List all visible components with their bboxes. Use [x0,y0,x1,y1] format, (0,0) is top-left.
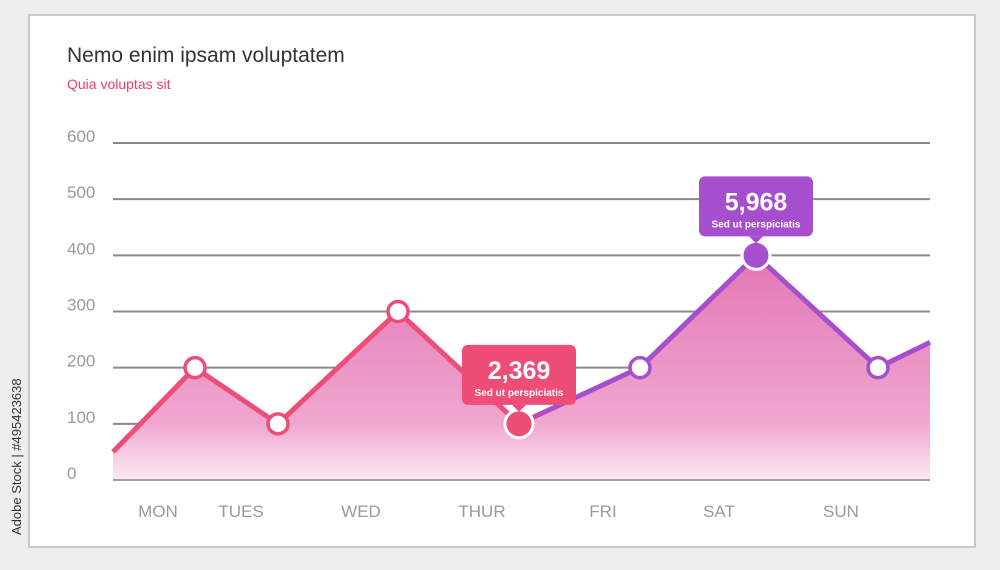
callout: 5,968 Sed ut perspiciatis [699,176,813,244]
chart-title: Nemo enim ipsam voluptatem [67,44,345,67]
area-fill [113,255,930,480]
stock-id-watermark: Adobe Stock | #495423638 [9,378,24,535]
callout-caption: Sed ut perspiciatis [712,219,801,230]
y-tick-label: 400 [67,239,95,258]
callout-value: 2,369 [488,357,551,385]
highlight-point [740,239,772,271]
x-tick-label: MON [138,502,178,521]
callout-caption: Sed ut perspiciatis [475,388,564,399]
callout-box [699,176,813,237]
data-point [866,355,890,380]
data-point [628,355,652,380]
highlight-point [503,408,535,440]
x-tick-label: THUR [458,502,505,521]
y-tick-label: 600 [67,127,95,146]
x-tick-label: SUN [823,502,859,521]
x-tick-label: FRI [589,502,616,521]
callout-box [462,344,576,405]
x-tick-label: TUES [218,502,263,521]
callout-value: 5,968 [725,188,788,216]
y-tick-label: 100 [67,408,95,427]
callout: 2,369 Sed ut perspiciatis [462,344,576,412]
y-tick-label: 500 [67,183,95,202]
x-tick-label: WED [341,502,381,521]
chart-subtitle: Quia voluptas sit [67,76,171,92]
y-tick-label: 0 [67,464,76,483]
stock-id-text: Adobe Stock | #495423638 [9,378,24,535]
y-tick-label: 300 [67,296,95,315]
callout-pointer [512,404,526,412]
callout-pointer [749,236,763,244]
data-point [183,355,207,380]
data-point [386,299,410,324]
data-point [266,412,290,436]
x-tick-label: SAT [703,502,735,521]
y-tick-label: 200 [67,352,95,371]
